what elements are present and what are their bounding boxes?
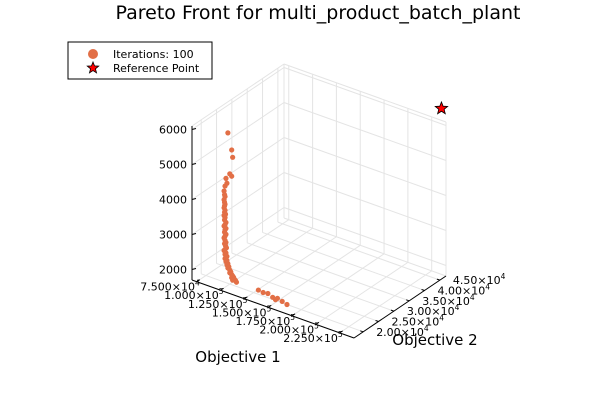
y-tick-mark bbox=[390, 309, 395, 312]
z-tick-mark bbox=[191, 198, 197, 200]
z-tick-mark bbox=[191, 268, 197, 270]
x-tick-label: 1.750×105 bbox=[236, 313, 296, 328]
data-points bbox=[221, 100, 449, 308]
y-axis-title: Objective 2 bbox=[392, 331, 477, 349]
x-tick-labels: 7.500×1041.000×1051.250×1051.500×1051.75… bbox=[140, 279, 343, 345]
z-tick-label: 4000 bbox=[159, 194, 187, 207]
x-tick-mark bbox=[244, 296, 248, 300]
y-tick-mark bbox=[406, 299, 410, 302]
z-tick-label: 3000 bbox=[159, 229, 187, 242]
x-tick-label: 1.000×105 bbox=[164, 287, 224, 302]
x-tick-mark bbox=[220, 287, 224, 291]
axes bbox=[191, 126, 447, 339]
pareto-point bbox=[233, 279, 240, 285]
pareto-point bbox=[229, 147, 235, 153]
y-tick-mark bbox=[375, 319, 379, 322]
y-gridline-floor bbox=[277, 221, 441, 281]
pareto-point bbox=[260, 289, 266, 296]
pareto-point bbox=[284, 301, 290, 308]
z-gridline-side bbox=[191, 67, 285, 130]
legend-marker-reference bbox=[86, 60, 100, 74]
z-gridline-back bbox=[283, 172, 447, 231]
x-tick-mark bbox=[315, 321, 320, 325]
z-tick-label: 5000 bbox=[159, 159, 187, 172]
legend-marker-iterations bbox=[88, 49, 98, 59]
y-gridline-floor bbox=[216, 262, 379, 322]
z-tick-mark bbox=[191, 128, 197, 130]
floor-edge bbox=[283, 217, 447, 277]
reference-point-star bbox=[434, 100, 449, 115]
pareto-point bbox=[272, 297, 279, 303]
z-gridline-side bbox=[191, 102, 285, 165]
z-gridline-side bbox=[191, 172, 285, 235]
x-tick-mark bbox=[339, 330, 343, 334]
pareto-point bbox=[255, 287, 261, 293]
x-tick-label: 2.250×105 bbox=[283, 330, 343, 345]
y-gridline-floor bbox=[262, 231, 425, 291]
y-tick-mark bbox=[436, 278, 441, 281]
y-tick-label: 2.50×104 bbox=[392, 313, 445, 328]
y-axis-line bbox=[353, 275, 447, 339]
z-tick-label: 6000 bbox=[159, 124, 187, 137]
y-tick-labels: 2.00×1042.50×1043.00×1043.50×1044.00×104… bbox=[376, 272, 505, 339]
pareto-point bbox=[225, 130, 231, 136]
z-gridline-back bbox=[283, 137, 447, 196]
z-gridline-side bbox=[191, 137, 285, 200]
back-wall-edge bbox=[283, 63, 447, 123]
x-tick-mark bbox=[196, 279, 201, 283]
pareto-point bbox=[223, 175, 229, 181]
side-wall-edge bbox=[191, 63, 285, 127]
pareto-point bbox=[279, 298, 285, 304]
z-tick-labels: 2000 3000 4000 5000 6000 bbox=[159, 124, 187, 277]
y-tick-mark bbox=[360, 330, 364, 333]
legend-box bbox=[67, 41, 213, 80]
x-gridline-floor bbox=[339, 270, 432, 334]
z-tick-mark bbox=[191, 233, 197, 235]
axes-box bbox=[191, 63, 447, 339]
y-tick-label: 3.00×104 bbox=[407, 303, 460, 318]
x-gridline-floor bbox=[196, 219, 290, 283]
legend-label-reference: Reference Point bbox=[113, 62, 200, 75]
x-tick-label: 1.500×105 bbox=[212, 304, 272, 319]
z-gridline-side bbox=[191, 207, 285, 270]
legend: Iterations: 100 Reference Point bbox=[67, 41, 213, 80]
x-tick-label: 7.500×104 bbox=[140, 279, 200, 294]
z-gridline-back bbox=[283, 207, 447, 266]
pareto-point bbox=[222, 183, 228, 189]
legend-label-iterations: Iterations: 100 bbox=[113, 48, 194, 61]
y-tick-label: 2.00×104 bbox=[376, 324, 429, 339]
pareto-point bbox=[229, 173, 235, 179]
y-gridline-floor bbox=[231, 252, 395, 312]
chart-title: Pareto Front for multi_product_batch_pla… bbox=[116, 2, 521, 24]
x-tick-label: 2.000×105 bbox=[259, 321, 319, 336]
x-tick-mark bbox=[291, 313, 296, 317]
x-tick-mark bbox=[267, 304, 272, 308]
y-tick-label: 4.00×104 bbox=[438, 282, 491, 297]
x-axis-title: Objective 1 bbox=[195, 348, 280, 366]
x-gridline-floor bbox=[291, 253, 385, 317]
z-gridline-back bbox=[283, 102, 447, 161]
z-gridline-back bbox=[283, 67, 447, 126]
y-gridline-floor bbox=[247, 242, 410, 302]
y-tick-label: 3.50×104 bbox=[422, 293, 475, 308]
z-tick-label: 2000 bbox=[159, 264, 187, 277]
pareto-point bbox=[265, 290, 271, 297]
pareto-point bbox=[230, 154, 236, 160]
pareto-point bbox=[230, 277, 236, 283]
x-gridline-floor bbox=[315, 261, 409, 325]
y-tick-label: 4.50×104 bbox=[453, 272, 506, 287]
x-gridline-floor bbox=[267, 244, 361, 308]
x-tick-label: 1.250×105 bbox=[188, 296, 248, 311]
y-tick-mark bbox=[421, 288, 425, 291]
z-tick-mark bbox=[191, 163, 197, 165]
x-axis-line bbox=[191, 279, 355, 339]
